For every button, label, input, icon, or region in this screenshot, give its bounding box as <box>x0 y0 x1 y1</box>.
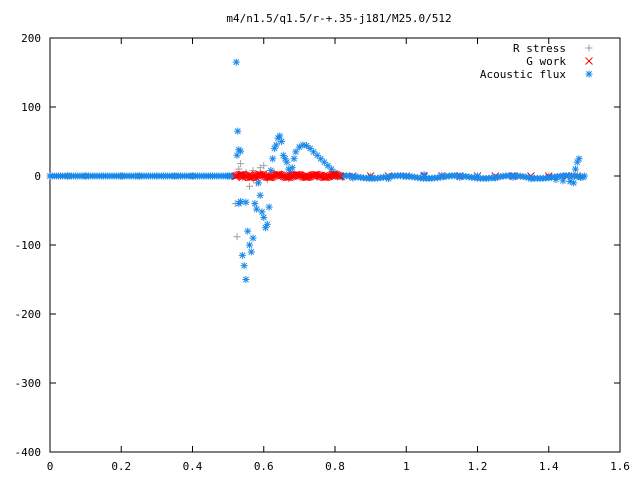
x-tick-label: 1.2 <box>468 460 488 473</box>
data-point <box>278 138 286 145</box>
data-point <box>237 160 245 168</box>
data-point <box>303 142 310 150</box>
data-point <box>258 208 266 216</box>
axis-ticks: 0 0.2 0.4 0.6 0.8 1 1.2 1.4 1.6 200 100 0 -100 -200 -3… <box>15 32 630 473</box>
data-point <box>288 164 296 172</box>
data-point <box>290 155 298 163</box>
data-point <box>336 172 345 181</box>
legend-label: R stress <box>513 42 566 55</box>
data-point <box>312 170 321 179</box>
data-point <box>247 248 255 256</box>
data-point <box>257 170 265 179</box>
data-point <box>571 165 579 173</box>
data-point <box>244 227 252 235</box>
x-tick-label: 0.4 <box>183 460 203 473</box>
y-tick-label: 0 <box>34 170 41 183</box>
chart-title: m4/n1.5/q1.5/r-+.35-j181/M25.0/512 <box>226 12 451 25</box>
legend-label: G work <box>526 55 566 68</box>
y-tick-label: 100 <box>21 101 41 114</box>
y-tick-label: 200 <box>21 32 41 45</box>
data-point <box>251 200 259 208</box>
data-point <box>331 170 339 179</box>
data-point <box>256 164 264 172</box>
x-tick-label: 0.6 <box>254 460 274 473</box>
data-point <box>237 198 245 206</box>
legend-label: Acoustic flux <box>480 68 566 81</box>
data-point <box>254 179 262 187</box>
y-tick-label: -400 <box>15 446 42 459</box>
data-point <box>246 182 253 190</box>
data-point <box>302 173 311 182</box>
y-tick-label: -200 <box>15 308 42 321</box>
data-point <box>232 58 240 66</box>
legend-marker <box>585 44 593 52</box>
data-point <box>240 262 248 270</box>
data-point <box>579 173 587 181</box>
data-point <box>249 234 257 242</box>
data-point <box>276 132 284 140</box>
data-point <box>238 170 247 179</box>
y-tick-label: -300 <box>15 377 42 390</box>
x-tick-label: 1.6 <box>610 460 630 473</box>
data-point <box>253 205 261 213</box>
legend-marker <box>585 57 593 65</box>
data-point <box>269 155 277 163</box>
data-point <box>320 158 328 166</box>
data-point <box>237 147 245 155</box>
data-point <box>233 233 241 241</box>
data-point <box>246 241 253 249</box>
data-point <box>260 213 268 221</box>
data-point <box>238 251 246 259</box>
data-point <box>256 191 264 199</box>
data-point <box>249 166 257 174</box>
data-point <box>267 173 275 182</box>
data-point <box>265 203 273 211</box>
data-point <box>304 173 312 182</box>
data-point <box>570 179 578 187</box>
data-point <box>322 173 331 182</box>
data-point <box>292 148 300 156</box>
data-point <box>247 173 255 182</box>
data-point <box>263 220 271 228</box>
data-point <box>285 173 294 182</box>
data-point <box>335 172 344 180</box>
x-tick-label: 0.8 <box>325 460 345 473</box>
data-point <box>575 155 583 163</box>
data-point <box>260 162 268 170</box>
data-point <box>234 127 242 135</box>
legend-marker <box>585 70 593 78</box>
series-acoustic-flux-band <box>46 172 587 182</box>
data-point <box>242 276 250 283</box>
y-tick-label: -100 <box>15 239 42 252</box>
x-tick-label: 1.4 <box>539 460 559 473</box>
x-tick-label: 0.2 <box>111 460 131 473</box>
data-point <box>294 170 302 179</box>
data-point <box>275 170 284 179</box>
data-point <box>242 198 250 206</box>
data-point <box>272 141 280 149</box>
data-point <box>284 173 292 182</box>
data-point <box>265 173 274 182</box>
x-tick-label: 1 <box>403 460 410 473</box>
series-g-work-band <box>231 170 345 182</box>
data-point <box>559 177 567 185</box>
data-point <box>321 173 329 182</box>
x-tick-label: 0 <box>47 460 54 473</box>
data-point <box>283 158 291 166</box>
data-marks <box>46 58 588 283</box>
